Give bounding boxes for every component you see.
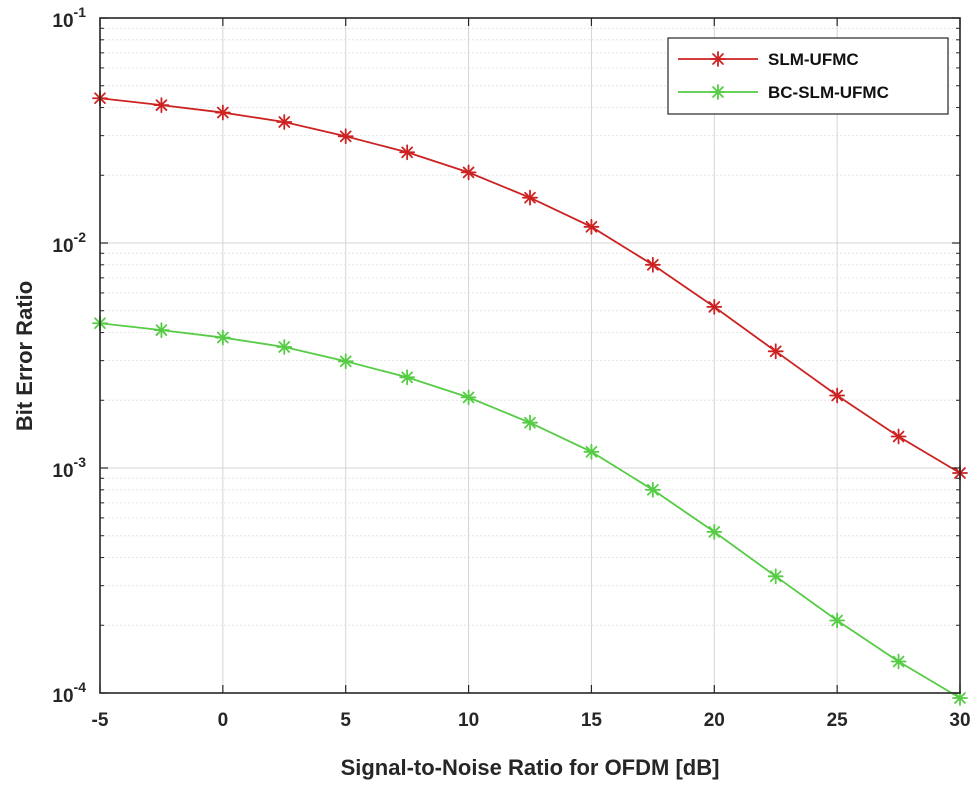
data-point-slm-ufmc — [706, 298, 723, 315]
data-point-slm-ufmc — [644, 256, 661, 273]
data-point-bc-slm-ufmc — [153, 322, 170, 339]
x-tick-label: 25 — [827, 710, 849, 731]
data-point-slm-ufmc — [829, 387, 846, 404]
legend-label-bc-slm-ufmc: BC-SLM-UFMC — [768, 83, 889, 102]
plot-frame — [99, 17, 961, 694]
y-tick-label: 10-2 — [52, 229, 86, 257]
data-point-slm-ufmc — [214, 104, 231, 121]
data-point-bc-slm-ufmc — [829, 612, 846, 629]
x-tick-label: 10 — [458, 710, 479, 731]
data-point-bc-slm-ufmc — [767, 568, 784, 585]
data-point-slm-ufmc — [583, 218, 600, 235]
data-point-bc-slm-ufmc — [276, 339, 293, 355]
x-tick-label: -5 — [92, 710, 109, 731]
y-tick-label: 10-1 — [52, 4, 86, 32]
data-point-bc-slm-ufmc — [890, 653, 907, 670]
y-axis-label: Bit Error Ratio — [12, 281, 37, 431]
y-tick-label: 10-3 — [52, 454, 86, 482]
legend: SLM-UFMC BC-SLM-UFMC — [667, 37, 949, 115]
y-tick-labels: 10-4 10-3 10-2 10-1 — [52, 4, 86, 707]
tick-layer — [99, 17, 961, 694]
x-tick-label: 0 — [218, 710, 229, 731]
x-tick-label: 5 — [340, 710, 351, 731]
data-point-slm-ufmc — [522, 189, 538, 206]
minor-grid — [100, 27, 960, 626]
data-point-slm-ufmc — [399, 144, 416, 161]
x-tick-labels: -5 0 5 10 15 20 25 30 — [92, 710, 971, 731]
series-line-bc-slm-ufmc — [99, 322, 961, 699]
y-tick-label: 10-4 — [52, 679, 86, 707]
data-point-bc-slm-ufmc — [706, 523, 723, 540]
data-point-slm-ufmc — [767, 343, 784, 360]
data-point-bc-slm-ufmc — [644, 481, 661, 498]
legend-marker-bc-slm-ufmc — [710, 84, 726, 100]
data-point-slm-ufmc — [460, 164, 477, 181]
x-axis-label: Signal-to-Noise Ratio for OFDM [dB] — [341, 755, 720, 780]
data-point-slm-ufmc — [276, 114, 293, 130]
data-point-bc-slm-ufmc — [460, 389, 477, 406]
data-point-slm-ufmc — [890, 428, 907, 445]
x-tick-label: 20 — [704, 710, 725, 731]
x-tick-label: 30 — [949, 710, 970, 731]
data-point-bc-slm-ufmc — [399, 369, 416, 386]
major-grid — [99, 17, 961, 694]
data-point-slm-ufmc — [337, 128, 354, 145]
data-point-slm-ufmc — [153, 97, 170, 114]
series-layer — [92, 90, 968, 706]
x-tick-label: 15 — [581, 710, 603, 731]
data-point-bc-slm-ufmc — [583, 443, 600, 460]
legend-marker-slm-ufmc — [710, 51, 726, 67]
data-point-bc-slm-ufmc — [522, 414, 538, 431]
data-point-bc-slm-ufmc — [337, 353, 354, 370]
legend-box — [667, 37, 949, 115]
legend-label-slm-ufmc: SLM-UFMC — [768, 50, 859, 69]
data-point-bc-slm-ufmc — [214, 329, 231, 346]
